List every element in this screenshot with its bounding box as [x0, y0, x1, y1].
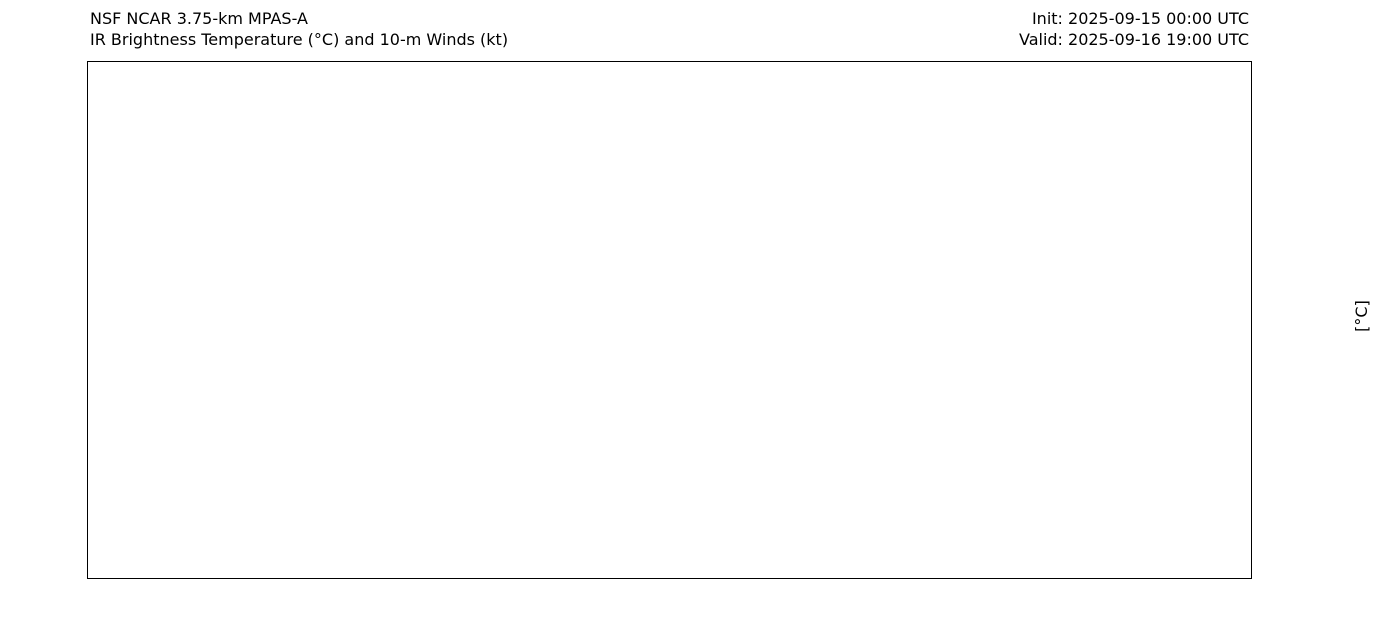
colorbar-unit-label: [°C] [1352, 300, 1371, 332]
init-time-label: Init: 2025-09-15 00:00 UTC [1031, 9, 1249, 28]
colorbar [1260, 75, 1394, 575]
plot-title-block: NSF NCAR 3.75-km MPAS-A IR Brightness Tem… [90, 8, 508, 50]
product-title: IR Brightness Temperature (°C) and 10-m … [90, 30, 509, 49]
map-canvas [88, 62, 1251, 578]
model-title: NSF NCAR 3.75-km MPAS-A [90, 9, 308, 28]
valid-time-label: Valid: 2025-09-16 19:00 UTC [1018, 30, 1249, 49]
time-block: Init: 2025-09-15 00:00 UTC Valid: 2025-09… [1019, 8, 1249, 50]
